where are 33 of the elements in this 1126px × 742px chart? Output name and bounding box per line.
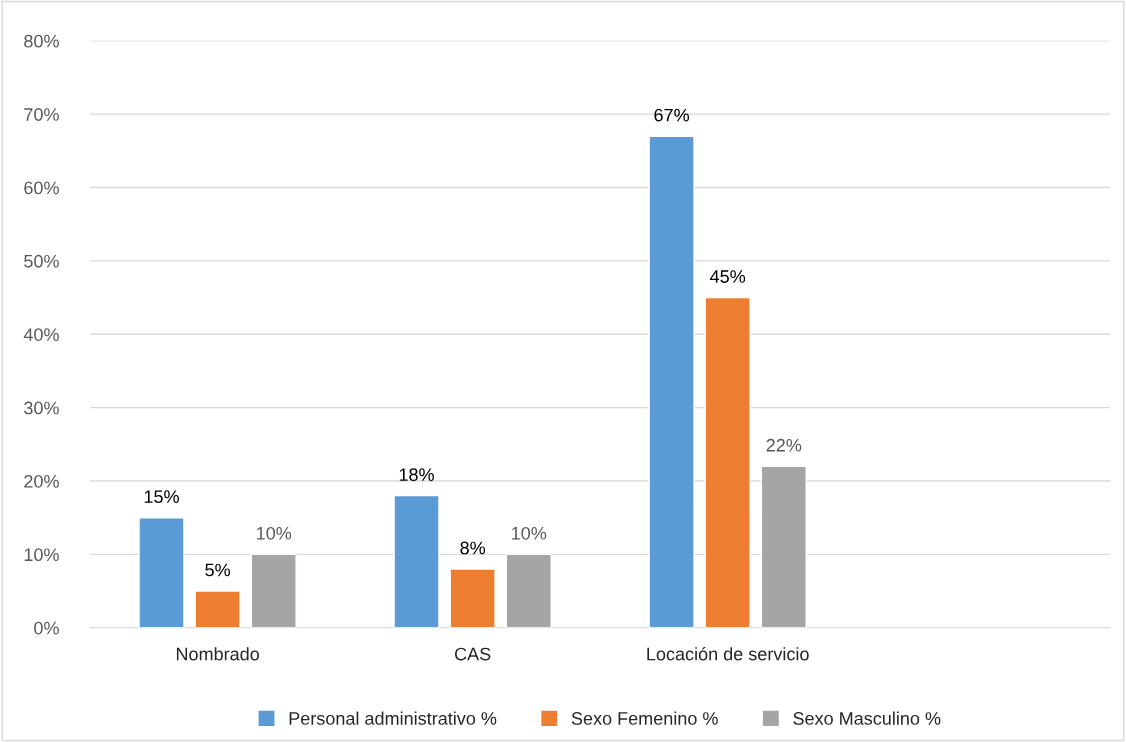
- y-tick-label: 60%: [24, 181, 59, 195]
- x-tick-label: CAS: [454, 647, 491, 661]
- bar: [449, 568, 496, 628]
- x-tick-label: Nombrado: [176, 647, 259, 661]
- data-label: 18%: [399, 468, 434, 481]
- y-tick-label: 50%: [24, 254, 59, 268]
- data-label: 10%: [257, 526, 292, 540]
- y-tick-label: 0%: [34, 621, 59, 635]
- y-tick-label: 20%: [24, 474, 59, 488]
- legend-label: Sexo Femenino %: [571, 711, 718, 725]
- y-tick-label: 80%: [24, 34, 59, 48]
- bar: [138, 516, 185, 628]
- y-tick-label: 40%: [23, 328, 59, 341]
- data-label: 67%: [654, 108, 689, 122]
- data-label: 45%: [710, 270, 746, 283]
- bar: [393, 494, 440, 628]
- data-label: 22%: [766, 438, 802, 452]
- y-tick-label: 30%: [24, 401, 59, 415]
- bar: [760, 465, 807, 628]
- data-label: 10%: [512, 526, 547, 540]
- y-tick-label: 10%: [24, 548, 59, 562]
- bar: [704, 296, 751, 628]
- bar: [194, 590, 241, 628]
- data-label: 5%: [205, 563, 231, 577]
- bar: [250, 553, 297, 628]
- legend-label: Sexo Masculino %: [793, 711, 941, 725]
- bar: [648, 135, 695, 628]
- y-tick-label: 70%: [24, 108, 59, 121]
- data-label: 8%: [460, 541, 486, 555]
- bar: [505, 553, 552, 628]
- data-label: 15%: [144, 490, 179, 503]
- legend-label: Personal administrativo %: [289, 711, 497, 725]
- x-tick-label: Locación de servicio: [647, 646, 809, 661]
